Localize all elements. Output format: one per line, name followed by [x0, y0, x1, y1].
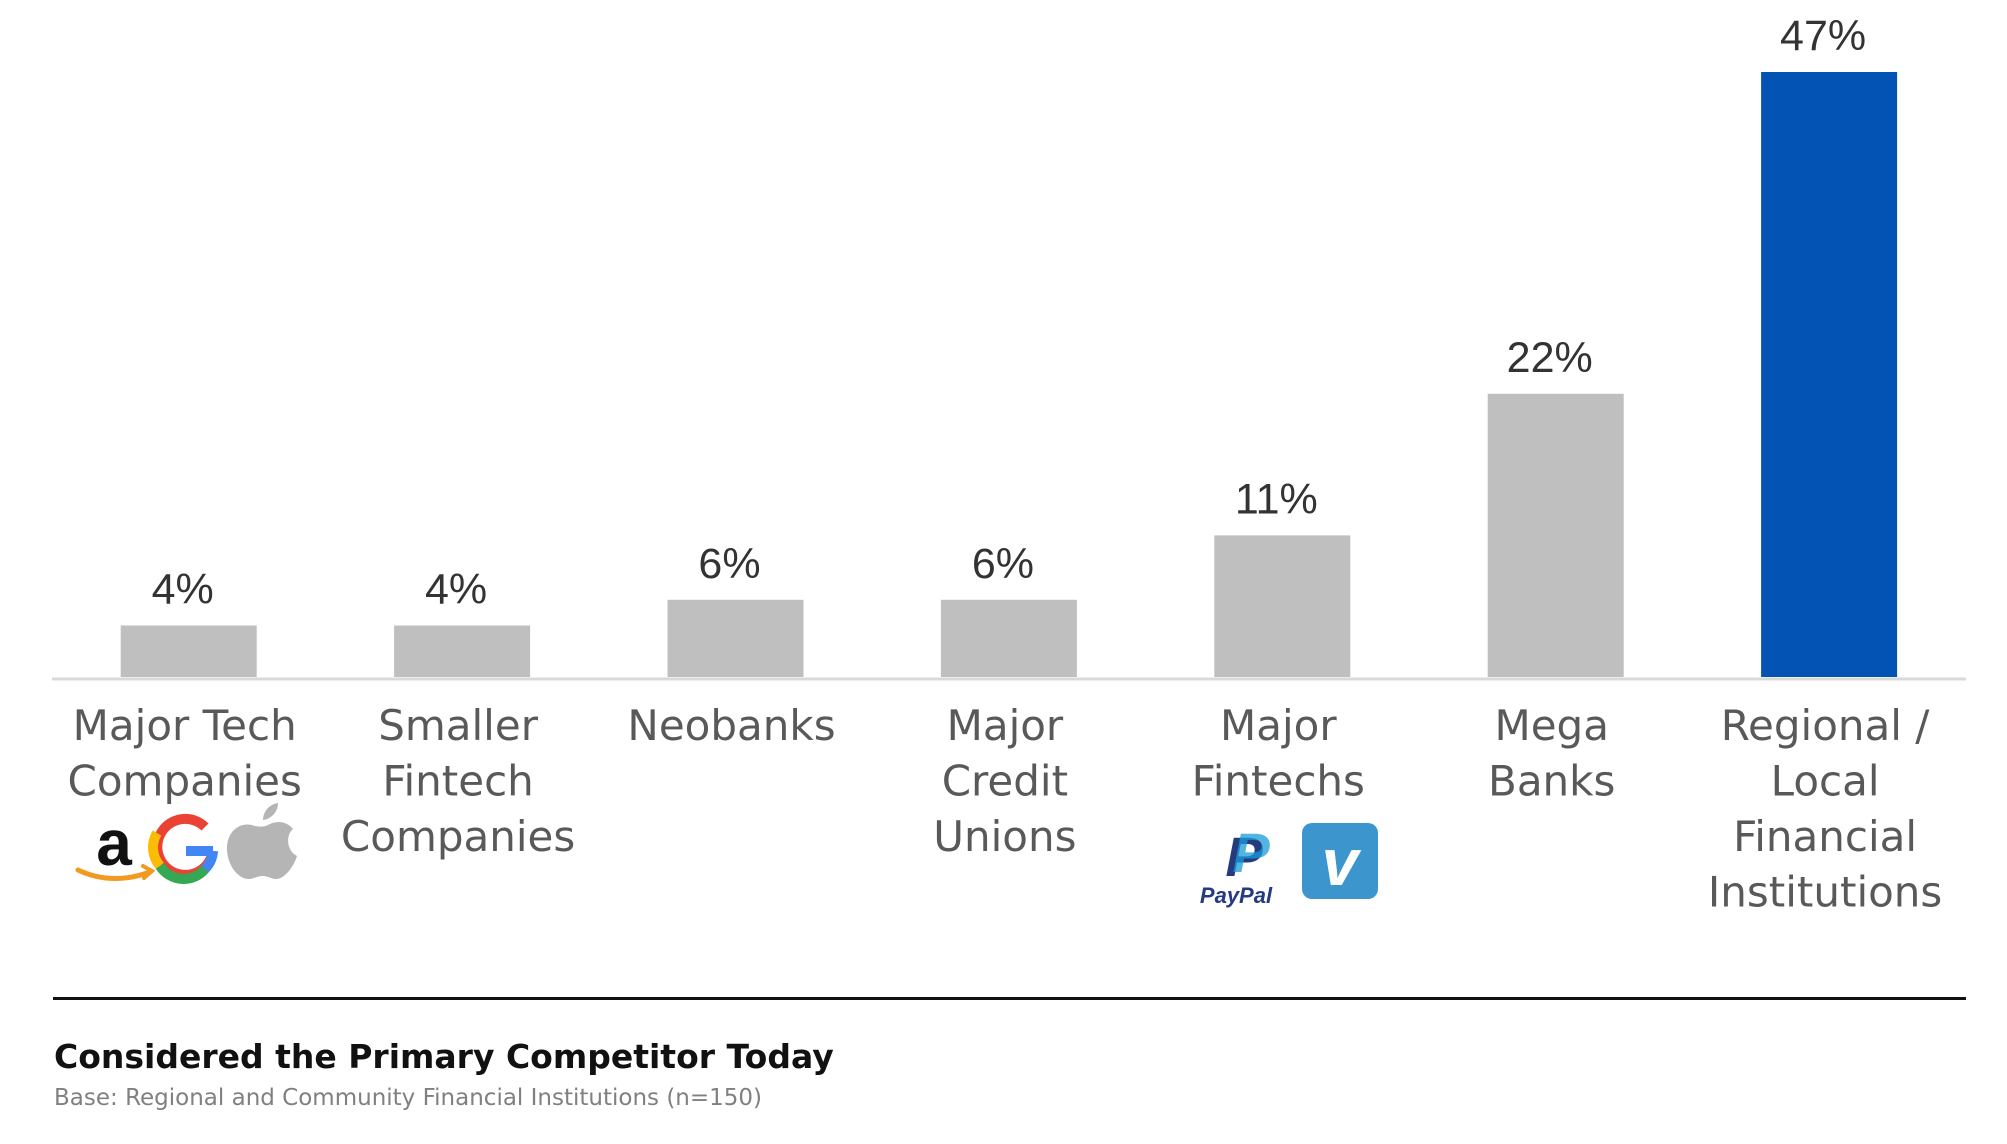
svg-text:P: P	[1225, 825, 1263, 888]
category-label-line: Local	[1771, 757, 1880, 806]
category-label-line: Fintech	[382, 757, 533, 806]
category-label-4: Major Fintechs	[1192, 701, 1365, 806]
footer-divider	[53, 997, 1966, 1000]
apple-logo	[226, 803, 297, 880]
category-label-line: Major	[947, 701, 1064, 750]
bar-2	[667, 599, 804, 677]
value-label-2: 6%	[698, 540, 760, 588]
category-label-0: Major Tech Companies	[68, 701, 302, 806]
svg-text:PayPal: PayPal	[1200, 883, 1273, 908]
amazon-logo: a	[75, 807, 156, 882]
category-label-2: Neobanks	[627, 701, 835, 750]
svg-text:P: P	[1232, 821, 1270, 884]
bar-5	[1487, 393, 1624, 677]
value-label-1: 4%	[425, 566, 487, 614]
value-label-5: 22%	[1507, 334, 1593, 382]
base-note: Base: Regional and Community Financial I…	[54, 1085, 763, 1111]
category-label-3: Major Credit Unions	[933, 701, 1076, 861]
bars	[120, 72, 1898, 677]
bar-3	[940, 599, 1077, 677]
svg-text:a: a	[96, 807, 132, 879]
value-label-3: 6%	[972, 540, 1034, 588]
chart-caption: Considered the Primary Competitor Today	[54, 1037, 834, 1076]
category-label-line: Institutions	[1708, 868, 1942, 917]
category-label-1: Smaller Fintech Companies	[341, 701, 575, 861]
value-label-0: 4%	[152, 566, 214, 614]
value-label-6: 47%	[1780, 12, 1866, 60]
bar-6	[1761, 72, 1898, 677]
venmo-logo: v	[1302, 823, 1378, 899]
category-label-6: Regional / Local Financial Institutions	[1708, 701, 1942, 917]
category-label-line: Companies	[341, 812, 575, 861]
bar-4	[1214, 535, 1351, 677]
bar-1	[394, 625, 531, 677]
category-label-line: Smaller	[378, 701, 538, 750]
svg-text:v: v	[1322, 825, 1362, 899]
value-label-4: 11%	[1235, 475, 1318, 523]
category-label-line: Neobanks	[627, 701, 835, 750]
category-label-line: Major Tech	[73, 701, 297, 750]
category-label-line: Mega	[1494, 701, 1608, 750]
category-label-line: Major	[1220, 701, 1337, 750]
category-label-line: Financial	[1733, 812, 1917, 861]
google-logo	[147, 813, 218, 884]
category-labels: Major Tech Companies Smaller Fintech Compani…	[68, 701, 1943, 917]
category-label-line: Regional /	[1721, 701, 1931, 750]
category-label-5: Mega Banks	[1488, 701, 1615, 806]
category-label-line: Banks	[1488, 757, 1615, 806]
paypal-logo: P P PayPal	[1200, 821, 1273, 908]
value-labels: 4% 4% 6% 6% 11% 22% 47%	[152, 12, 1867, 614]
category-label-line: Companies	[68, 757, 302, 806]
bar-chart: 4% 4%6% 6%11%22%47% Major Tech CompaniesSma…	[52, 12, 1966, 917]
bar-0	[120, 625, 257, 677]
category-label-line: Unions	[933, 812, 1076, 861]
category-label-line: Fintechs	[1192, 757, 1365, 806]
category-label-line: Credit	[942, 757, 1068, 806]
